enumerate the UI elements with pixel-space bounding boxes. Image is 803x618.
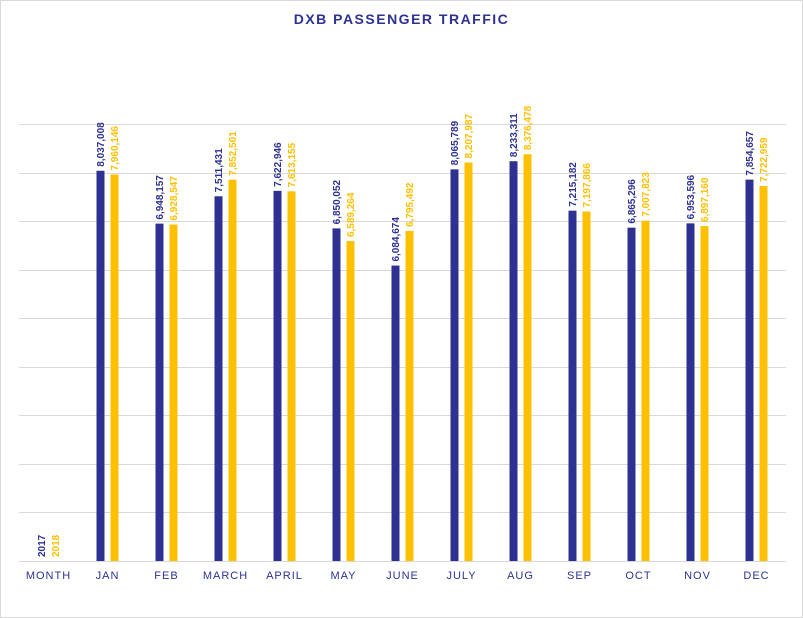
bar-2018 — [287, 191, 296, 561]
data-label-2017: 2017 — [37, 534, 48, 557]
data-label-2017: 6,953,596 — [686, 174, 697, 219]
x-tick-label: DEC — [743, 570, 769, 582]
bars — [96, 154, 768, 562]
value-labels: 2017 2018 8,037,008 7,960,146 6,948,157 6,928… — [37, 105, 770, 557]
x-tick-label: OCT — [625, 570, 651, 582]
bar-2018 — [405, 231, 414, 561]
x-axis: MONTH JAN FEB MARCH APRIL MAY JUNE JULY AUG SEP OC… — [26, 570, 769, 582]
bar-2018 — [700, 226, 709, 562]
bar-2018 — [169, 224, 178, 561]
data-label-2017: 7,511,431 — [214, 148, 225, 192]
x-tick-label: MAY — [330, 570, 356, 582]
data-label-2017: 6,850,052 — [332, 179, 343, 224]
x-tick-label: JULY — [446, 570, 476, 582]
bar-2017 — [745, 179, 754, 561]
bar-2018 — [759, 186, 768, 561]
bar-2017 — [627, 227, 636, 561]
data-label-2018: 6,928,547 — [169, 176, 180, 221]
bar-2017 — [450, 169, 459, 561]
x-tick-label: FEB — [154, 570, 178, 582]
data-label-2017: 6,948,157 — [155, 175, 166, 220]
data-label-2017: 6,084,674 — [391, 217, 402, 262]
data-label-2017: 7,854,657 — [745, 131, 756, 176]
data-label-2017: 8,233,311 — [509, 113, 520, 157]
gridlines — [19, 124, 786, 562]
data-label-2017: 7,215,182 — [568, 162, 579, 207]
x-tick-label: JAN — [96, 570, 120, 582]
x-tick-label: SEP — [567, 570, 592, 582]
data-label-2017: 8,065,789 — [450, 120, 461, 165]
x-tick-label: MONTH — [26, 570, 71, 582]
bar-2018 — [110, 174, 119, 561]
data-label-2018: 8,207,987 — [464, 114, 475, 159]
bar-2018 — [228, 179, 237, 561]
data-label-2017: 6,865,296 — [627, 179, 638, 224]
data-label-2018: 7,613,155 — [287, 142, 298, 187]
bar-2017 — [332, 228, 341, 562]
bar-2017 — [509, 161, 518, 562]
data-label-2018: 7,852,501 — [228, 131, 239, 176]
chart-title: DXB PASSENGER TRAFFIC — [293, 11, 510, 27]
data-label-2018: 7,960,146 — [110, 126, 121, 171]
bar-2018 — [464, 162, 473, 561]
bar-2017 — [155, 223, 164, 562]
data-label-2018: 2018 — [51, 534, 62, 557]
bar-2018 — [346, 241, 355, 561]
bar-2017 — [686, 223, 695, 561]
data-label-2017: 7,622,946 — [273, 142, 284, 187]
data-label-2018: 6,897,160 — [700, 177, 711, 222]
x-tick-label: AUG — [507, 570, 534, 582]
data-label-2017: 8,037,008 — [96, 122, 107, 167]
data-label-2018: 7,722,959 — [759, 137, 770, 182]
x-tick-label: APRIL — [266, 570, 303, 582]
x-tick-label: NOV — [684, 570, 711, 582]
data-label-2018: 6,589,264 — [346, 192, 357, 237]
bar-2017 — [214, 196, 223, 561]
data-label-2018: 6,795,492 — [405, 182, 416, 227]
data-label-2018: 7,197,866 — [582, 163, 593, 208]
bar-2018 — [523, 154, 532, 561]
data-label-2018: 8,376,478 — [523, 105, 534, 150]
x-tick-label: JUNE — [386, 570, 419, 582]
bar-2017 — [273, 190, 282, 561]
bar-2018 — [582, 211, 591, 562]
bar-2017 — [391, 265, 400, 561]
x-tick-label: MARCH — [203, 570, 248, 582]
bar-2017 — [96, 170, 105, 561]
data-label-2018: 7,007,823 — [641, 172, 652, 217]
bar-2018 — [641, 220, 650, 561]
bar-2017 — [568, 210, 577, 561]
